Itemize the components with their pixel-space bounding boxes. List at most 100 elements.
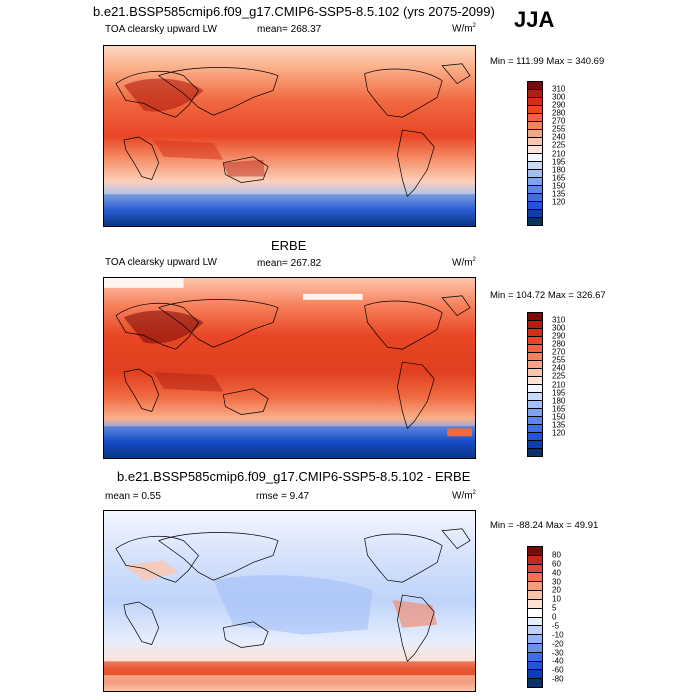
colorbar-tick-label: 150 (552, 181, 566, 191)
colorbar-swatch (528, 106, 542, 114)
colorbar-tick-label: 270 (552, 116, 566, 126)
colorbar-swatch (528, 98, 542, 106)
colorbar-tick-label: 280 (552, 108, 566, 118)
colorbar-swatch (528, 162, 542, 170)
panel3-rmse: rmse = 9.47 (256, 491, 310, 502)
colorbar-swatch (528, 409, 542, 417)
colorbar-swatch (528, 670, 542, 680)
colorbar-swatch (528, 114, 542, 122)
panel3-map (103, 510, 476, 692)
colorbar-swatch (528, 122, 542, 130)
colorbar-swatch (528, 401, 542, 409)
colorbar-tick-label: -10 (552, 630, 564, 640)
colorbar-tick-label: 210 (552, 380, 566, 389)
colorbar-tick-label: 195 (552, 388, 566, 398)
colorbar-tick-label: 135 (552, 420, 566, 430)
panel3-minmax: Min = -88.24 Max = 49.91 (490, 520, 599, 531)
colorbar-swatch (528, 582, 542, 592)
colorbar-swatch (528, 573, 542, 583)
colorbar-swatch (528, 591, 542, 600)
colorbar-tick-label: -60 (552, 665, 564, 675)
colorbar-swatch (528, 643, 542, 653)
colorbar-swatch (528, 218, 542, 225)
panel2-map (103, 277, 476, 459)
colorbar-swatch (528, 186, 542, 194)
panel3-title: b.e21.BSSP585cmip6.f09_g17.CMIP6-SSP5-8.… (117, 469, 471, 484)
colorbar-tick-label: 30 (552, 577, 561, 586)
panel2-variable-label: TOA clearsky upward LW (105, 257, 217, 268)
colorbar-swatch (528, 555, 542, 565)
colorbar-swatch (528, 178, 542, 186)
colorbar-swatch (528, 90, 542, 98)
colorbar-swatch (528, 652, 542, 662)
colorbar-tick-label: 20 (552, 585, 561, 595)
colorbar-swatch (528, 679, 542, 687)
colorbar-tick-label: 120 (552, 428, 566, 438)
colorbar-tick-label: 240 (552, 132, 566, 142)
colorbar-swatch (528, 635, 542, 644)
colorbar-tick-label: 210 (552, 149, 566, 158)
colorbar-tick-label: 165 (552, 173, 566, 183)
colorbar-tick-label: 10 (552, 594, 561, 604)
colorbar-tick-label: 270 (552, 347, 566, 357)
colorbar-swatch (528, 329, 542, 337)
colorbar-swatch (528, 441, 542, 449)
colorbar-tick-label: 280 (552, 339, 566, 349)
colorbar-swatch (528, 626, 542, 636)
colorbar-tick-label: -20 (552, 639, 564, 649)
panel2-mean: mean= 267.82 (257, 258, 322, 269)
colorbar-tick-label: -80 (552, 674, 564, 684)
panel1-map (103, 45, 476, 227)
colorbar-tick-label: 180 (552, 396, 566, 406)
colorbar-tick-label: 165 (552, 404, 566, 414)
panel1-units: W/m2 (452, 23, 476, 35)
colorbar-tick-label: 180 (552, 165, 566, 175)
colorbar-swatch (528, 210, 542, 218)
colorbar-swatch (528, 353, 542, 361)
colorbar-swatch (528, 170, 542, 178)
colorbar-tick-label: 0 (552, 612, 557, 622)
colorbar-swatch (528, 377, 542, 385)
colorbar-tick-label: 195 (552, 157, 566, 167)
colorbar-tick-label: 5 (552, 603, 557, 613)
colorbar-swatch (528, 425, 542, 433)
colorbar-tick-label: 290 (552, 100, 566, 110)
colorbar-tick-label: 255 (552, 124, 566, 134)
colorbar-tick-label: 240 (552, 363, 566, 373)
colorbar-tick-label: -5 (552, 621, 560, 631)
colorbar-swatch (528, 202, 542, 210)
panel1-mean: mean= 268.37 (257, 24, 322, 35)
panel1-title: b.e21.BSSP585cmip6.f09_g17.CMIP6-SSP5-8.… (93, 4, 495, 19)
colorbar-swatch (528, 146, 542, 154)
colorbar-swatch (528, 417, 542, 425)
colorbar-tick-label: 60 (552, 559, 561, 569)
panel1-minmax: Min = 111.99 Max = 340.69 (490, 56, 605, 67)
colorbar-swatch (528, 369, 542, 377)
colorbar-swatch (528, 661, 542, 671)
colorbar-tick-label: 300 (552, 92, 566, 102)
panel1-colorbar (527, 81, 543, 226)
colorbar-tick-label: 310 (552, 315, 566, 325)
colorbar-tick-label: 290 (552, 331, 566, 341)
colorbar-swatch (528, 599, 542, 609)
colorbar-swatch (528, 449, 542, 456)
colorbar-tick-label: 150 (552, 412, 566, 422)
panel3-mean: mean = 0.55 (105, 491, 161, 502)
colorbar-tick-label: 225 (552, 371, 566, 381)
colorbar-tick-label: 120 (552, 197, 566, 207)
colorbar-swatch (528, 608, 542, 618)
colorbar-swatch (528, 154, 542, 162)
panel1-variable-label: TOA clearsky upward LW (105, 24, 217, 35)
panel3-colorbar (527, 546, 543, 688)
colorbar-swatch (528, 82, 542, 90)
colorbar-tick-label: -30 (552, 648, 564, 657)
colorbar-swatch (528, 345, 542, 353)
panel2-title: ERBE (271, 238, 307, 253)
colorbar-tick-label: 310 (552, 84, 566, 94)
colorbar-swatch (528, 547, 542, 556)
colorbar-tick-label: 255 (552, 355, 566, 365)
colorbar-swatch (528, 564, 542, 574)
colorbar-swatch (528, 337, 542, 345)
colorbar-swatch (528, 617, 542, 627)
colorbar-swatch (528, 385, 542, 393)
